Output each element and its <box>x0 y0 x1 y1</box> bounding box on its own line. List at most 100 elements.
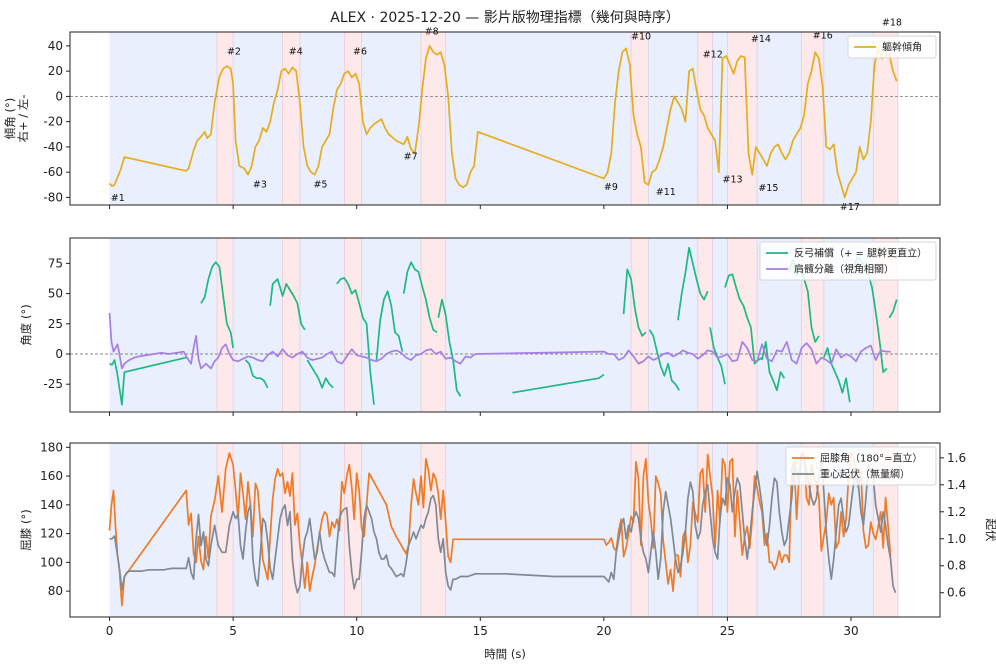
annotation-1: #2 <box>227 47 241 58</box>
phase-band-red <box>801 238 824 412</box>
series-line-angles-0-seg-6 <box>375 290 404 361</box>
x-tick-label: 10 <box>349 624 364 638</box>
annotation-4: #5 <box>313 179 327 190</box>
annotation-14: #15 <box>758 183 778 194</box>
phase-band-blue <box>233 32 283 205</box>
phase-band-red <box>727 32 758 205</box>
y-axis-label: 傾角 (°) <box>3 98 17 139</box>
y2-axis-label: 起伏 <box>984 519 996 542</box>
phase-band-red <box>697 238 713 412</box>
plot-frame <box>69 31 941 206</box>
x-tick-label: 5 <box>229 624 237 638</box>
phase-band-red <box>217 32 234 205</box>
legend-box <box>847 35 937 59</box>
phase-band-blue <box>445 443 632 617</box>
x-tick-label: 25 <box>720 624 735 638</box>
x-axis-label: 時間 (s) <box>484 647 526 661</box>
annotation-9: #10 <box>631 32 651 43</box>
y2-tick-label: 1.4 <box>947 478 966 492</box>
phase-band-red <box>631 32 649 205</box>
series-line-angles-0-seg-3 <box>269 278 306 331</box>
y2-tick-label: 0.8 <box>947 559 966 573</box>
annotation-2: #3 <box>253 179 267 190</box>
series-line-angles-0-seg-7 <box>402 261 438 334</box>
plot-frame <box>69 237 941 413</box>
legend-entry: 肩髖分離（視角相關） <box>794 263 894 276</box>
phase-bands <box>109 443 899 617</box>
series-line-angles-0-seg-1 <box>200 261 234 349</box>
annotation-10: #11 <box>656 187 676 198</box>
y-tick-label: 20 <box>48 64 63 78</box>
panels: #1#2#3#4#5#6#7#8#9#10#11#12#13#14#15#16#… <box>3 18 996 638</box>
phase-band-blue <box>757 32 802 205</box>
series-line-angles-0-seg-10 <box>622 268 647 337</box>
annotation-12: #13 <box>723 174 743 185</box>
y-tick-label: 80 <box>48 584 63 598</box>
series-lines <box>108 45 898 199</box>
phase-band-red <box>727 238 758 412</box>
phase-band-red <box>344 443 362 617</box>
y-tick-label: -20 <box>43 115 63 129</box>
x-tick-label: 20 <box>596 624 611 638</box>
annotation-0: #1 <box>111 193 125 204</box>
y-tick-label: 25 <box>48 317 63 331</box>
legend-box <box>759 241 937 281</box>
annotation-6: #7 <box>404 152 418 163</box>
phase-band-red <box>282 32 300 205</box>
y-tick-label: 180 <box>40 440 63 454</box>
phase-band-blue <box>648 32 698 205</box>
annotation-17: #18 <box>882 18 902 29</box>
annotation-13: #14 <box>751 34 771 45</box>
phase-band-blue <box>361 32 421 205</box>
series-line-angles-0-seg-8 <box>437 298 462 397</box>
legend-entry: 重心起伏（無量綱） <box>820 468 910 481</box>
phase-band-red <box>873 32 898 205</box>
phase-bands <box>109 238 899 412</box>
series-line-angles-0-seg-0 <box>109 356 187 406</box>
y-tick-label: -25 <box>43 377 63 391</box>
series-line-angles-0-seg-4 <box>306 359 334 389</box>
panel-tilt: #1#2#3#4#5#6#7#8#9#10#11#12#13#14#15#16#… <box>3 18 941 213</box>
y-tick-label: 75 <box>48 256 63 270</box>
phase-band-blue <box>823 32 874 205</box>
legend-entry: 屈膝角（180°=直立） <box>820 452 922 465</box>
phase-band-red <box>344 238 362 412</box>
phase-band-blue <box>109 443 218 617</box>
legend-entry: 軀幹傾角 <box>882 41 922 54</box>
series-line-angles-0-seg-19 <box>888 299 898 319</box>
panel-knee: 80 100 120 140 160 180 0.6 0.8 1.0 1.2 1.4 1.6 起伏 0 5 1… <box>19 440 996 638</box>
phase-band-blue <box>361 443 421 617</box>
phase-band-blue <box>109 238 218 412</box>
phase-band-red <box>631 238 649 412</box>
y-tick-label: 40 <box>48 39 63 53</box>
phase-band-red <box>697 443 713 617</box>
annotation-16: #17 <box>840 202 860 213</box>
y-axis-label: 右+ / 左- <box>16 95 30 143</box>
series-line-angles-0-seg-17 <box>823 347 851 403</box>
series-line-angles-0-seg-9 <box>512 373 605 394</box>
annotation-3: #4 <box>289 47 303 58</box>
phase-band-red <box>420 238 446 412</box>
phase-band-blue <box>445 32 632 205</box>
y-tick-label: 120 <box>40 527 63 541</box>
plot-frame <box>69 442 941 618</box>
series-line-angles-0-seg-14 <box>724 273 763 365</box>
y2-tick-label: 1.6 <box>947 451 966 465</box>
y-tick-label: 100 <box>40 555 63 569</box>
phase-band-blue <box>233 443 283 617</box>
x-tick-label: 30 <box>843 624 858 638</box>
annotation-8: #9 <box>604 182 618 193</box>
series-line-tilt-0 <box>108 45 898 199</box>
series-line-angles-0-seg-11 <box>648 329 680 391</box>
legend-entry: 反弓補償（+ = 腿幹更直立） <box>794 247 927 260</box>
phase-band-blue <box>712 238 728 412</box>
phase-band-blue <box>299 32 345 205</box>
annotation-15: #16 <box>813 30 833 41</box>
y2-tick-label: 1.0 <box>947 532 966 546</box>
y-tick-label: 0 <box>55 347 63 361</box>
legend-box <box>785 446 937 486</box>
phase-band-red <box>217 443 234 617</box>
y-tick-label: 160 <box>40 469 63 483</box>
x-tick-label: 0 <box>106 624 114 638</box>
phase-band-blue <box>445 238 632 412</box>
